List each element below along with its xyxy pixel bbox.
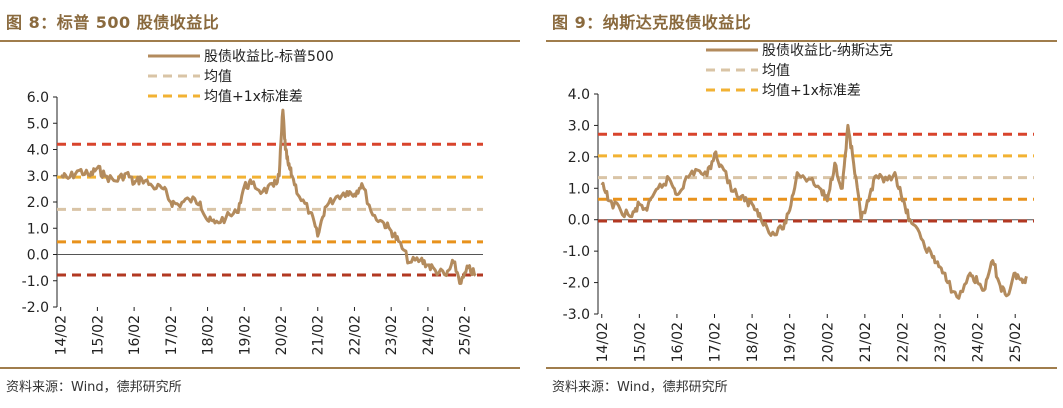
x-tick-label: 20/02 — [820, 322, 836, 362]
chart-panel-nasdaq: 图 9：纳斯达克股债收益比 4.0 3.0 2.0 1.0 0.0 -1.0 -2.0 -3.… — [546, 0, 1063, 408]
y-tick-label: 6.0 — [27, 90, 49, 106]
x-tick-label: 25/02 — [458, 315, 474, 355]
title-rule — [0, 40, 520, 42]
x-tick-label: 20/02 — [274, 315, 290, 355]
chart-title-nasdaq: 图 9：纳斯达克股债收益比 — [552, 13, 752, 32]
y-tick-label: 1.0 — [568, 181, 590, 197]
x-tick-label: 24/02 — [421, 315, 437, 355]
x-tick-label: 18/02 — [201, 315, 217, 355]
y-tick-label: -2.0 — [22, 300, 49, 316]
y-tick-label: 1.0 — [27, 221, 49, 237]
footer-rule — [546, 367, 1057, 369]
y-tick-label: 2.0 — [568, 150, 590, 166]
x-tick-label: 16/02 — [127, 315, 143, 355]
nasdaq-chart: 4.0 3.0 2.0 1.0 0.0 -1.0 -2.0 -3.0 14/02 15/02 16/… — [563, 43, 1034, 362]
footer-rule — [0, 367, 520, 369]
chart-title-sp500: 图 8：标普 500 股债收益比 — [6, 13, 220, 32]
title-rule — [546, 40, 1057, 42]
chart-panel-sp500: 图 8：标普 500 股债收益比 6.0 5.0 4.0 3.0 2.0 1.0 0.0 -1… — [0, 0, 520, 408]
legend-label: 均值+1x标准差 — [204, 89, 303, 105]
legend-label: 均值 — [204, 69, 232, 85]
legend-label: 均值 — [762, 63, 790, 79]
x-tick-label: 25/02 — [1008, 322, 1024, 362]
x-tick-label: 22/02 — [347, 315, 363, 355]
source-note: 资料来源：Wind，德邦研究所 — [6, 380, 182, 395]
x-tick-label: 22/02 — [895, 322, 911, 362]
y-tick-label: -1.0 — [22, 274, 49, 290]
x-tick-label: 19/02 — [237, 315, 253, 355]
x-tick-label: 17/02 — [708, 322, 724, 362]
y-tick-label: 5.0 — [27, 116, 49, 132]
y-tick-label: 3.0 — [27, 169, 49, 185]
x-tick-label: 16/02 — [670, 322, 686, 362]
y-tick-label: 0.0 — [568, 213, 590, 229]
x-tick-label: 14/02 — [595, 322, 611, 362]
y-tick-label: 3.0 — [568, 118, 590, 134]
series-line — [600, 123, 1028, 300]
x-tick-label: 23/02 — [384, 315, 400, 355]
x-tick-label: 23/02 — [933, 322, 949, 362]
x-tick-label: 18/02 — [745, 322, 761, 362]
x-tick-label: 15/02 — [90, 315, 106, 355]
series-line — [60, 108, 477, 285]
x-tick-label: 21/02 — [858, 322, 874, 362]
source-note: 资料来源：Wind，德邦研究所 — [552, 380, 728, 395]
legend-label: 股债收益比-纳斯达克 — [762, 43, 893, 59]
x-tick-label: 19/02 — [783, 322, 799, 362]
x-tick-label: 14/02 — [54, 315, 70, 355]
sp500-chart: 6.0 5.0 4.0 3.0 2.0 1.0 0.0 -1.0 -2.0 14/02 15/02 1… — [22, 49, 483, 355]
y-tick-label: 0.0 — [27, 248, 49, 264]
y-tick-label: 4.0 — [27, 143, 49, 159]
legend-label: 均值+1x标准差 — [762, 83, 861, 99]
x-tick-label: 21/02 — [311, 315, 327, 355]
y-tick-label: -1.0 — [563, 244, 590, 260]
legend-label: 股债收益比-标普500 — [204, 49, 334, 65]
x-tick-label: 15/02 — [632, 322, 648, 362]
y-tick-label: 4.0 — [568, 87, 590, 103]
x-tick-label: 17/02 — [164, 315, 180, 355]
y-tick-label: -2.0 — [563, 276, 590, 292]
x-tick-label: 24/02 — [971, 322, 987, 362]
y-tick-label: 2.0 — [27, 195, 49, 211]
y-tick-label: -3.0 — [563, 307, 590, 323]
